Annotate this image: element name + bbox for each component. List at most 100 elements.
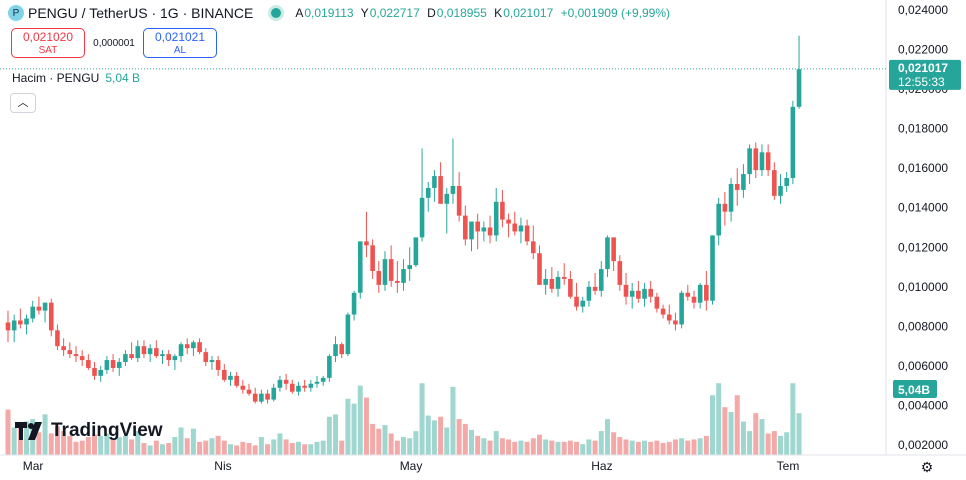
volume-bar [592, 440, 598, 455]
symbol-title[interactable]: PENGU / TetherUS · 1G · BINANCE [28, 5, 254, 21]
high-value: 0,022717 [369, 6, 420, 20]
volume-bar [42, 414, 48, 455]
candle-body [704, 284, 709, 301]
candle [172, 354, 178, 370]
candle [456, 172, 462, 222]
candle [469, 221, 474, 252]
volume-bar [61, 431, 67, 455]
candle [759, 144, 765, 177]
candle [184, 338, 190, 355]
volume-bar [295, 441, 301, 455]
candle [234, 371, 239, 388]
volume-bar [462, 423, 468, 455]
volume-bar [586, 439, 592, 455]
candle [197, 338, 202, 355]
volume-bar [48, 433, 54, 455]
candle [419, 148, 425, 242]
candle [673, 312, 678, 331]
volume-bar [36, 432, 42, 455]
volume-bar [252, 445, 258, 455]
candle [92, 362, 97, 380]
volume-bar [475, 435, 481, 455]
candle [407, 247, 412, 281]
candle-body [314, 381, 320, 384]
volume-bar [178, 427, 184, 455]
candle [425, 182, 431, 212]
volume-bar [710, 395, 716, 455]
symbol-header[interactable]: P PENGU / TetherUS · 1G · BINANCE A0,019… [8, 4, 674, 22]
candle-body [463, 215, 468, 240]
candle-body [209, 360, 215, 363]
candle-body [184, 344, 190, 349]
candle [116, 358, 122, 376]
candle-body [629, 290, 635, 297]
time-axis[interactable]: Mar Nis May Haz Tem [23, 459, 800, 473]
price-tick-label: 0,016000 [898, 161, 948, 175]
candle-body [98, 369, 103, 376]
volume-legend[interactable]: Hacim · PENGU 5,04 B [12, 71, 140, 85]
candle [61, 338, 66, 357]
candle [697, 282, 703, 309]
volume-bar [438, 416, 444, 455]
candle-body [333, 344, 338, 357]
low-label: D [427, 6, 436, 20]
candle-body [543, 278, 548, 285]
candle [716, 197, 721, 246]
volume-bar [277, 433, 283, 455]
candle-body [413, 237, 419, 266]
candle [778, 174, 783, 204]
candle [790, 100, 796, 184]
volume-bar [672, 439, 678, 455]
buy-label: AL [173, 45, 187, 56]
candle-body [691, 296, 697, 303]
candle [345, 312, 351, 357]
price-tick-label: 0,024000 [898, 3, 948, 17]
collapse-legend-button[interactable]: ︿ [10, 93, 36, 113]
candle-body [79, 356, 85, 361]
candle-body [710, 235, 715, 301]
volume-bar [512, 441, 518, 455]
candle-body [129, 354, 134, 359]
candle [215, 356, 221, 376]
candle-body [197, 342, 202, 353]
candle [5, 310, 11, 343]
candle [147, 344, 153, 363]
candle-body [320, 377, 326, 382]
candle [629, 282, 635, 309]
tradingview-logo[interactable]: TradingView [15, 420, 163, 442]
buy-button[interactable]: 0,021021 AL [143, 28, 217, 58]
candle [710, 235, 715, 305]
volume-bar [444, 427, 450, 455]
volume-bar [24, 421, 30, 455]
candle-body [351, 292, 357, 315]
volume-bar [363, 397, 369, 455]
candle-body [679, 292, 684, 325]
candle [79, 350, 85, 366]
volume-bar [197, 441, 203, 455]
trade-panel: 0,021020 SAT 0,000001 0,021021 AL [11, 28, 217, 58]
volume-badge: 5,04B [893, 380, 937, 398]
open-value: 0,019113 [304, 6, 354, 20]
volume-bar [666, 441, 672, 455]
low-value: 0,018955 [436, 6, 487, 20]
candle [259, 389, 264, 404]
candle [18, 308, 23, 329]
volume-bar [648, 441, 654, 455]
chevron-up-icon: ︿ [17, 97, 29, 109]
candle-body [42, 302, 48, 311]
ohlc-values: A0,019113 Y0,022717 D0,018955 K0,021017 … [295, 6, 674, 20]
sell-button[interactable]: 0,021020 SAT [11, 28, 85, 58]
candle-body [765, 152, 771, 171]
candle-body [166, 354, 171, 361]
chart-settings-gear-icon[interactable]: ⚙ [920, 459, 934, 475]
candle [327, 354, 332, 382]
candle-body [302, 385, 307, 388]
time-tick-label: Mar [23, 459, 44, 473]
candle [500, 189, 505, 228]
candle-body [395, 280, 400, 283]
candle [450, 138, 456, 204]
candle [55, 324, 60, 351]
candle-body [518, 225, 524, 232]
candle-body [475, 221, 480, 232]
